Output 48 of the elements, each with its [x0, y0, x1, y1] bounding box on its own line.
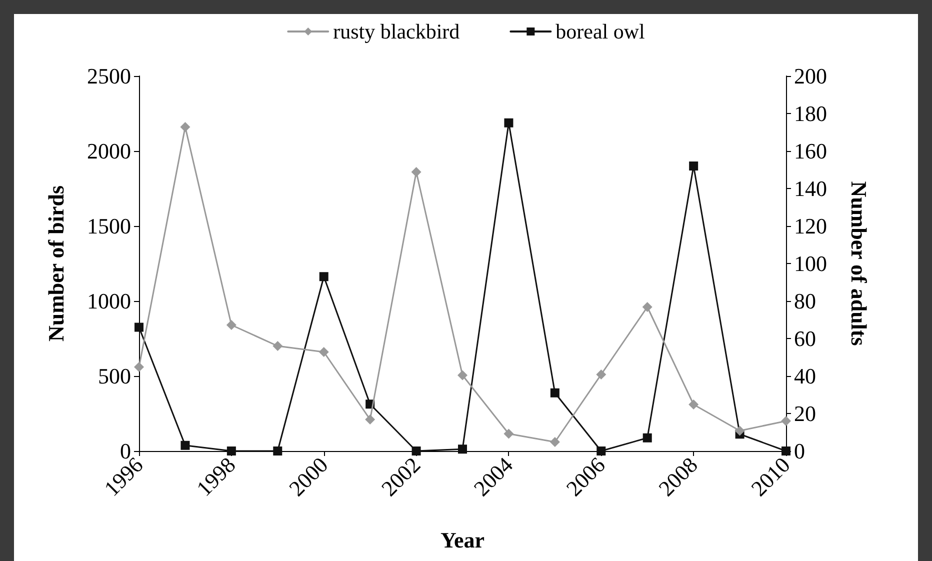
point	[365, 414, 376, 424]
y2-tick-label: 200	[794, 64, 827, 88]
point	[458, 370, 468, 380]
point	[781, 416, 791, 426]
point	[134, 362, 144, 372]
point	[273, 446, 282, 456]
y-tick-label: 2000	[87, 138, 131, 164]
y2-tick-label: 0	[794, 438, 805, 464]
y-tick-label: 1000	[87, 288, 131, 314]
y2-tick-label: 20	[794, 401, 816, 426]
point	[412, 446, 421, 456]
y2-tick-label: 160	[794, 138, 827, 164]
point	[318, 347, 329, 357]
point	[226, 320, 236, 330]
y2-tick-label: 120	[794, 214, 827, 238]
point	[550, 437, 560, 447]
y2-tick-label: 40	[794, 364, 816, 388]
y2-tick-label: 60	[794, 326, 816, 351]
y-axis-title: Number of birds	[44, 185, 68, 342]
legend-label: boreal owl	[556, 20, 646, 44]
point	[319, 272, 328, 282]
y2-axis-title: Number of adults	[846, 181, 872, 346]
y2-tick-label: 80	[794, 288, 816, 314]
point	[688, 400, 699, 410]
point	[134, 322, 144, 332]
point	[180, 440, 190, 450]
point	[596, 446, 606, 456]
point	[504, 118, 514, 128]
point	[226, 446, 236, 456]
y2-tick-label: 100	[794, 251, 827, 276]
y2-tick-label: 140	[794, 176, 827, 201]
point	[642, 433, 652, 442]
y-tick-label: 2500	[87, 64, 131, 88]
point	[458, 444, 467, 454]
y2-tick-label: 180	[794, 101, 827, 126]
y-tick-label: 1500	[87, 214, 131, 238]
point	[411, 167, 422, 177]
point	[596, 370, 606, 380]
x-axis-title: Year	[440, 528, 485, 552]
point	[642, 302, 652, 312]
point	[180, 122, 190, 132]
y-tick-label: 500	[98, 364, 131, 388]
point	[550, 388, 560, 398]
point	[272, 341, 283, 351]
point	[689, 162, 698, 170]
legend-label: rusty blackbird	[333, 20, 460, 44]
point	[504, 428, 514, 439]
point	[734, 426, 745, 436]
